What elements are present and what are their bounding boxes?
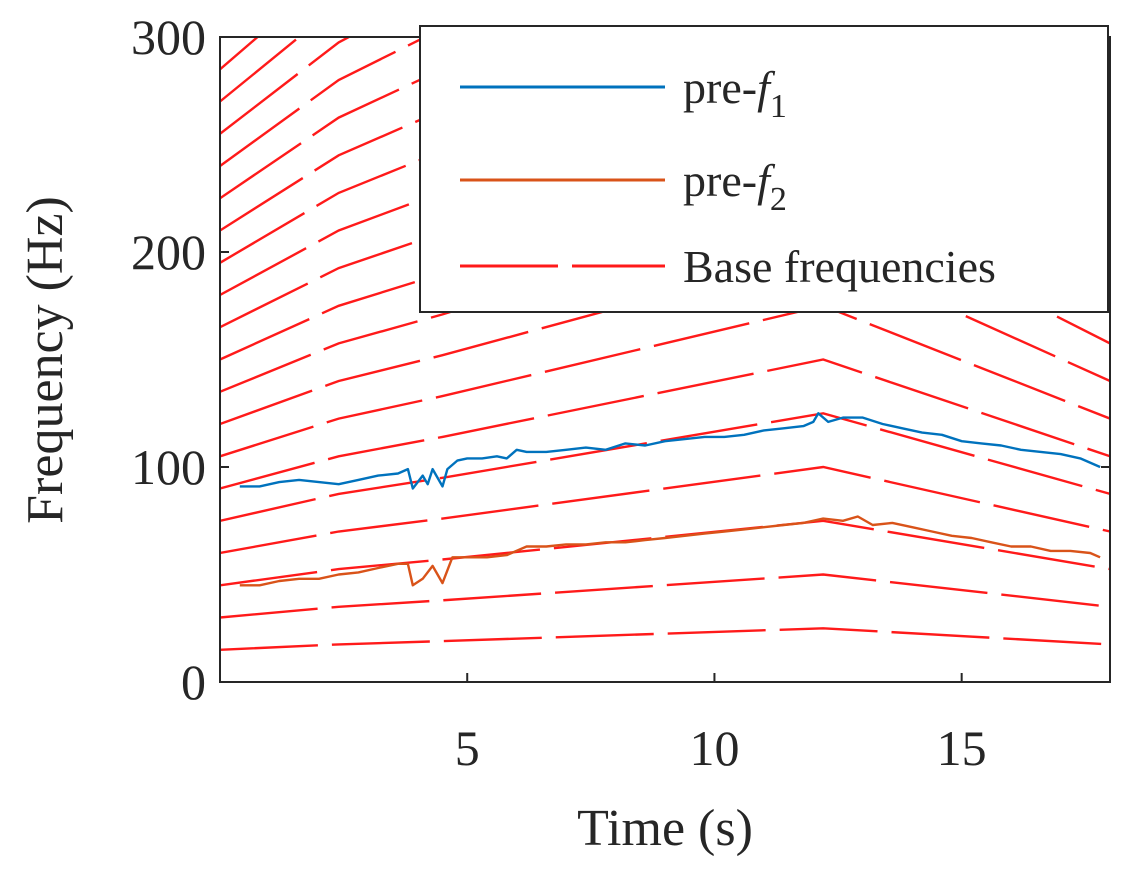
x-tick-label-10: 10: [689, 720, 739, 776]
x-axis-ticks: 5 10 15: [455, 37, 987, 776]
legend-subscript: 1: [770, 88, 787, 125]
legend-label-pre-f2: pre-f2: [683, 155, 787, 218]
base-frequency-harmonic-2: [220, 573, 1110, 619]
base-frequency-harmonic-6: [220, 358, 1110, 490]
pre-f2-series-line: [239, 515, 1101, 587]
legend: pre-f1 pre-f2 Base frequencies: [419, 25, 1109, 313]
y-tick-label-100: 100: [131, 439, 206, 495]
x-tick-label-15: 15: [937, 720, 987, 776]
base-frequency-harmonic-4: [220, 465, 1110, 555]
legend-subscript: 2: [770, 181, 787, 218]
y-tick-label-300: 300: [131, 9, 206, 65]
legend-prefix: pre-: [683, 155, 757, 206]
y-tick-label-200: 200: [131, 224, 206, 280]
legend-prefix: pre-: [683, 62, 757, 113]
legend-label-base-frequencies: Base frequencies: [683, 241, 996, 292]
base-frequency-harmonic-7: [220, 304, 1110, 458]
x-tick-label-5: 5: [455, 720, 480, 776]
base-frequency-harmonic-16: [220, 37, 1110, 167]
y-axis-label: Frequency (Hz): [17, 196, 74, 524]
y-axis-ticks: 0 100 200 300: [131, 9, 1110, 710]
pre-f1-series-line: [239, 412, 1101, 490]
base-frequency-harmonic-3: [220, 519, 1110, 587]
x-axis-label: Time (s): [577, 800, 753, 857]
base-frequency-harmonic-5: [220, 412, 1110, 522]
legend-box: [419, 25, 1109, 313]
y-tick-label-0: 0: [181, 654, 206, 710]
base-frequency-harmonic-1: [220, 627, 1110, 651]
